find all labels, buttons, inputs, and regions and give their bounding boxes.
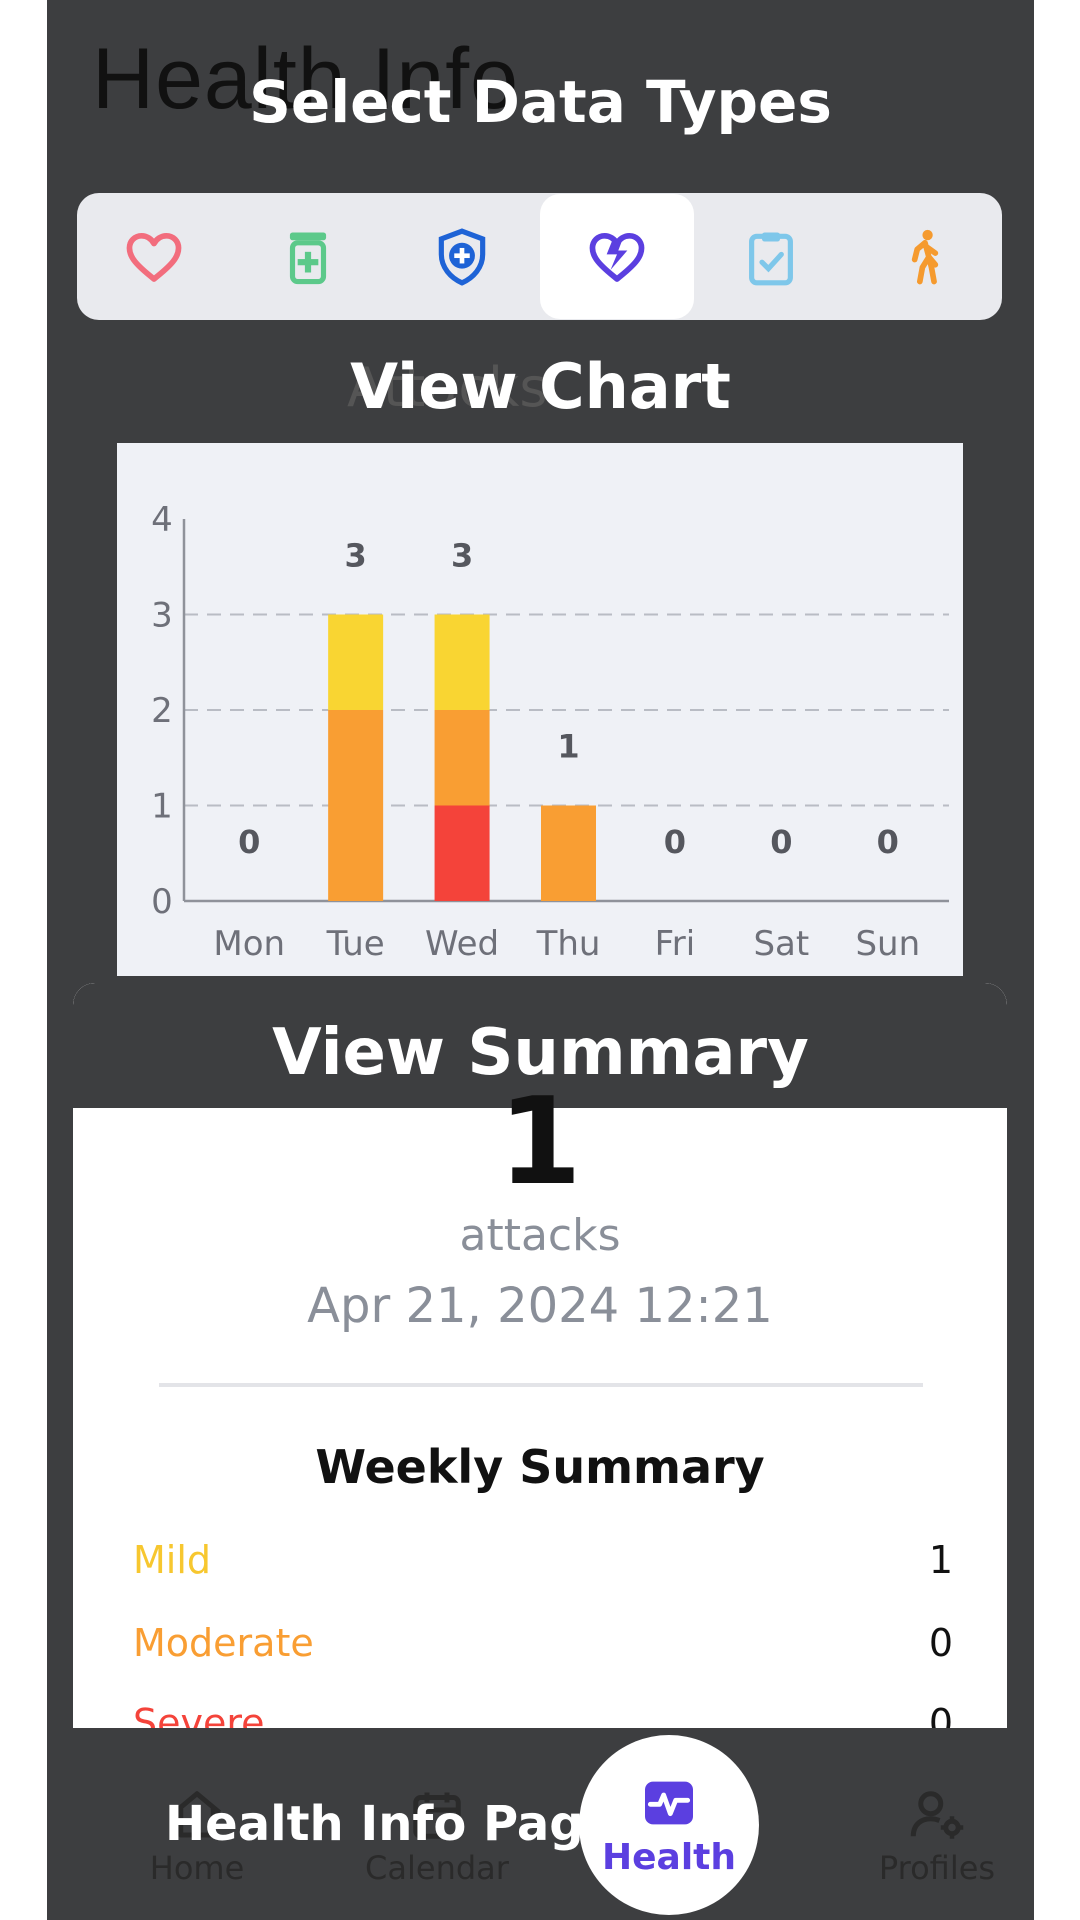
- page-title: Health Info: [92, 31, 519, 127]
- x-tick-label: Wed: [425, 924, 499, 964]
- shield-plus-icon: [439, 227, 486, 286]
- chart-svg: 0 1 2 3 4 0 Mon 3 Tue 3 Wed 1 Thu 0 Fri 0 Sat 0 Sun: [151, 500, 949, 964]
- nav-home[interactable]: Home: [122, 1785, 272, 1887]
- y-tick-label: 4: [151, 500, 173, 540]
- summary-header-band: [73, 983, 1007, 1108]
- bar-total-label: 3: [345, 537, 367, 575]
- bar-total-label: 0: [770, 823, 792, 861]
- walking-icon: [911, 229, 939, 284]
- heart-icon: [126, 232, 182, 282]
- tab-activity[interactable]: [848, 194, 1002, 319]
- calendar-icon: [413, 1792, 461, 1839]
- y-tick-label: 1: [151, 787, 173, 827]
- bar-segment: [434, 614, 490, 710]
- bar-total-label: 3: [451, 537, 473, 575]
- nav-profiles-label: Profiles: [878, 1849, 996, 1887]
- view-chart-label: View Chart: [350, 350, 731, 423]
- bar-segment: [541, 805, 596, 901]
- summary-row-mild: Mild 1: [133, 1538, 953, 1582]
- y-tick-label: 3: [151, 596, 173, 636]
- severity-label: Severe: [133, 1701, 265, 1728]
- bar-segment: [434, 805, 490, 901]
- chart-ghost-subtitle: Attacks: [347, 356, 548, 419]
- broken-heart-icon: [589, 232, 644, 282]
- x-tick-label: Tue: [326, 924, 385, 964]
- summary-card: 1 attacks Apr 21, 2024 12:21 Weekly Summ…: [73, 983, 1007, 1728]
- attack-count: 1: [498, 1073, 582, 1212]
- phone-screen: Health Info Select Data Types: [47, 0, 1034, 1920]
- summary-row-severe: Severe 0: [133, 1701, 953, 1728]
- nav-calendar-label: Calendar: [365, 1849, 509, 1887]
- health-pulse-icon: [645, 1781, 693, 1825]
- nav-home-label: Home: [149, 1849, 245, 1887]
- x-tick-label: Mon: [213, 924, 285, 964]
- y-tick-label: 2: [151, 691, 173, 731]
- bar-total-label: 1: [557, 728, 579, 766]
- bar-segment: [328, 614, 384, 710]
- weekly-summary-title: Weekly Summary: [315, 1440, 765, 1494]
- view-summary-label: View Summary: [272, 1016, 809, 1090]
- bottom-nav: Home Calendar Profiles: [47, 1755, 1034, 1920]
- count-unit-label: attacks: [459, 1210, 621, 1261]
- nav-health-label: Health: [601, 1837, 736, 1878]
- select-data-types-label: Select Data Types: [249, 68, 832, 136]
- bar-segment: [434, 710, 490, 806]
- nav-profiles[interactable]: Profiles: [847, 1785, 1027, 1887]
- x-tick-label: Sun: [855, 924, 920, 964]
- x-tick-label: Sat: [753, 924, 809, 964]
- tab-checklist[interactable]: [694, 194, 848, 319]
- bar-total-label: 0: [238, 823, 260, 861]
- tab-shield[interactable]: [385, 194, 539, 319]
- health-info-page-label: Health Info Page: [165, 1796, 617, 1852]
- severity-label: Mild: [133, 1538, 212, 1582]
- severity-label: Moderate: [133, 1621, 314, 1665]
- nav-health[interactable]: Health: [579, 1735, 759, 1915]
- divider: [159, 1383, 923, 1387]
- tab-attacks[interactable]: [539, 194, 694, 319]
- y-tick-label: 0: [151, 882, 173, 922]
- nav-calendar[interactable]: Calendar: [337, 1785, 537, 1887]
- summary-row-moderate: Moderate 0: [133, 1621, 953, 1665]
- profile-settings-icon: [910, 1791, 964, 1839]
- clipboard-check-icon: [748, 231, 793, 285]
- x-tick-label: Fri: [655, 924, 696, 964]
- severity-value: 0: [928, 1701, 953, 1728]
- attacks-chart: 0 1 2 3 4 0 Mon 3 Tue 3 Wed 1 Thu 0 Fri 0 Sat 0 Sun: [117, 443, 963, 976]
- bar-total-label: 0: [664, 823, 686, 861]
- tab-heart[interactable]: [77, 194, 231, 319]
- medicine-icon: [290, 231, 327, 284]
- data-type-tabs: [77, 193, 1002, 320]
- tab-medicine[interactable]: [231, 194, 385, 319]
- home-icon: [172, 1791, 222, 1838]
- bar-total-label: 0: [877, 823, 899, 861]
- datetime-label: Apr 21, 2024 12:21: [307, 1278, 773, 1334]
- x-tick-label: Thu: [536, 924, 601, 964]
- severity-value: 1: [928, 1538, 953, 1582]
- severity-value: 0: [928, 1621, 953, 1665]
- bar-segment: [328, 710, 384, 901]
